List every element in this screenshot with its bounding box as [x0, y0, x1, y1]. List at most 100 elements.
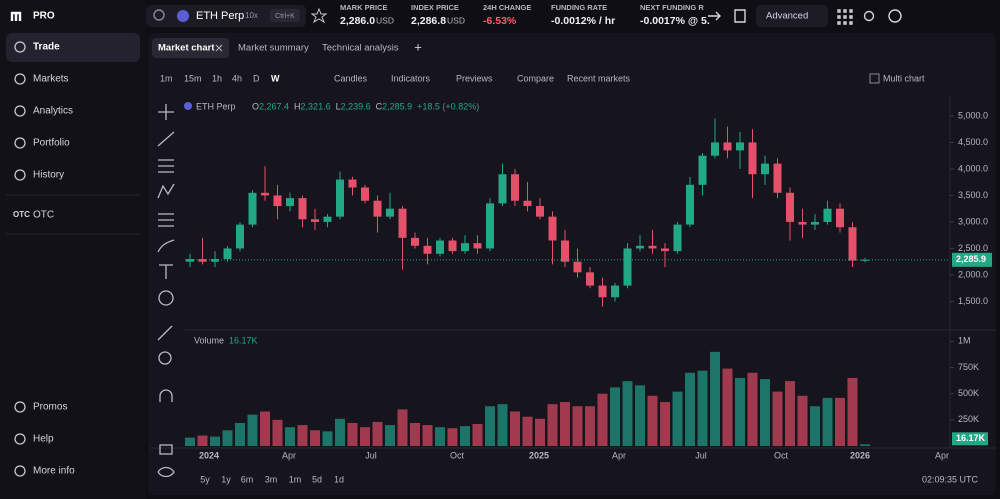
last-volume-label: 16.17K	[956, 433, 986, 443]
mode-button[interactable]	[756, 5, 828, 27]
nav-item[interactable]: Markets	[33, 74, 69, 85]
tab[interactable]: Market chart	[158, 43, 215, 54]
search-icon	[153, 9, 165, 21]
interval[interactable]: 15m	[184, 73, 202, 83]
volume-bar	[847, 377, 858, 446]
x-tick-label: Oct	[774, 450, 789, 460]
range-button[interactable]: 5y	[200, 474, 210, 484]
candle-body	[836, 208, 844, 228]
candle-body	[211, 259, 219, 262]
y-tick-label: 500K	[958, 388, 979, 398]
nav-icon	[14, 169, 26, 181]
tool-fib[interactable]	[158, 213, 174, 227]
candle-body	[411, 237, 419, 246]
tab-close[interactable]	[215, 44, 223, 52]
symbol[interactable]: ETH Perp	[196, 10, 244, 22]
tool-cross[interactable]	[158, 104, 174, 120]
tool-emoji[interactable]	[158, 290, 174, 306]
tab[interactable]: Market summary	[238, 43, 309, 54]
nav-item[interactable]: Analytics	[33, 106, 73, 117]
mode[interactable]: Advanced	[766, 11, 808, 22]
candle-body	[273, 195, 282, 207]
theme-icon[interactable]	[863, 10, 875, 22]
tool-pattern[interactable]	[157, 183, 175, 199]
tool-lines[interactable]	[158, 159, 174, 173]
volume-bar	[247, 414, 258, 446]
toolbar-button[interactable]: Previews	[456, 73, 493, 83]
tool-line[interactable]	[157, 131, 175, 147]
volume-bar	[485, 406, 495, 446]
legend-key: O	[252, 101, 259, 111]
nav-item[interactable]: Trade	[33, 42, 60, 53]
legend-value: 2,267.4	[259, 101, 289, 111]
range-button[interactable]: 3m	[265, 474, 278, 484]
candle-body	[398, 208, 407, 238]
x-tick-label: Oct	[450, 450, 465, 460]
tool-lock[interactable]	[159, 444, 173, 455]
volume-bar	[747, 372, 758, 446]
interval[interactable]: 4h	[232, 73, 242, 83]
multi-checkbox[interactable]	[869, 73, 880, 84]
tool-zoom[interactable]	[158, 351, 172, 365]
volume-bar	[322, 431, 333, 446]
multi-chart[interactable]: Multi chart	[883, 73, 925, 83]
tool-text[interactable]	[159, 264, 173, 279]
x-tick-label: 2026	[850, 450, 870, 460]
candle-body	[348, 179, 357, 188]
stat-value: 2,286.8	[411, 15, 446, 27]
clock: 02:09:35 UTC	[922, 474, 979, 484]
candle-body	[723, 142, 732, 151]
nav-icon	[14, 41, 26, 53]
nav-item[interactable]: History	[33, 170, 64, 181]
nav-item[interactable]: More info	[33, 466, 75, 477]
nav-icon	[14, 73, 26, 85]
star[interactable]	[310, 7, 328, 24]
interval[interactable]: 1h	[212, 73, 222, 83]
y-tick-label: 3,000.0	[958, 216, 988, 226]
interval[interactable]: D	[253, 73, 260, 83]
tool-brush[interactable]	[157, 239, 175, 253]
volume-bar	[272, 419, 283, 446]
volume-bar	[235, 422, 245, 446]
volume-bar	[422, 425, 433, 446]
range-button[interactable]: 1y	[221, 474, 231, 484]
nav-item[interactable]: Promos	[33, 402, 67, 413]
header-icons[interactable]	[708, 9, 853, 25]
range-button[interactable]: 5d	[312, 474, 322, 484]
toolbar-button[interactable]: Candles	[334, 73, 368, 83]
candle-body	[598, 285, 607, 298]
interval[interactable]: W	[271, 73, 280, 83]
add-tab[interactable]: +	[414, 39, 422, 54]
drawing-tools[interactable]	[157, 104, 175, 478]
volume-bar	[797, 395, 808, 446]
volume-bar	[685, 372, 695, 446]
nav-item[interactable]: OTC	[33, 210, 54, 221]
range-button[interactable]: 1d	[334, 474, 344, 484]
leverage: 10x	[245, 11, 258, 20]
interval[interactable]: 1m	[160, 73, 173, 83]
tool-magnet[interactable]	[159, 389, 173, 402]
lang-icon[interactable]	[888, 9, 902, 23]
toolbar-button[interactable]: Compare	[517, 73, 554, 83]
candle-body	[848, 227, 857, 261]
volume-bar	[435, 427, 445, 446]
candle-body	[736, 142, 744, 151]
candle-body	[648, 245, 657, 249]
toolbar-button[interactable]: Recent markets	[567, 73, 631, 83]
volume-bar	[635, 385, 645, 446]
legend-value: 2,285.9	[382, 101, 412, 111]
toolbar-button[interactable]: Indicators	[391, 73, 431, 83]
search-box[interactable]	[146, 5, 306, 27]
range-button[interactable]: 1m	[289, 474, 302, 484]
tool-eye[interactable]	[157, 466, 175, 478]
nav-item[interactable]: Help	[33, 434, 54, 445]
stat-label: FUNDING RATE	[551, 3, 607, 12]
nav-item[interactable]: Portfolio	[33, 138, 70, 149]
legend-key: H	[294, 101, 301, 111]
x-tick-label: Jul	[365, 450, 377, 460]
candle-body	[786, 192, 794, 222]
tool-ruler[interactable]	[157, 325, 173, 341]
range-button[interactable]: 6m	[241, 474, 254, 484]
tab[interactable]: Technical analysis	[322, 43, 399, 54]
